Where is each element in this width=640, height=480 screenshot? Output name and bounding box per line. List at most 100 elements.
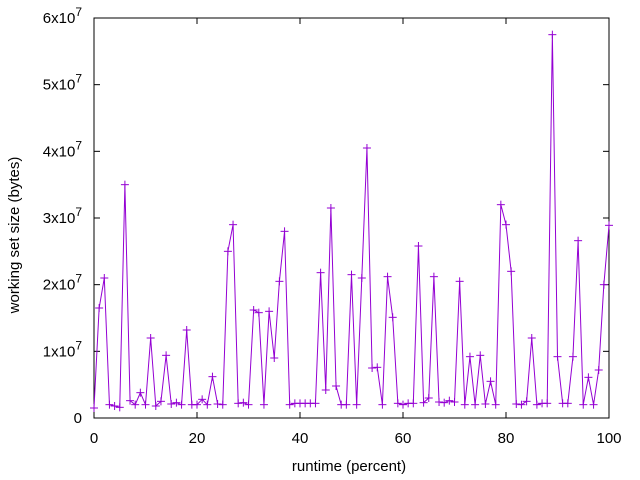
data-point-marker <box>342 400 351 409</box>
data-point-marker <box>136 388 145 397</box>
data-point-marker <box>460 400 469 409</box>
data-point-marker <box>151 402 160 410</box>
data-point-marker <box>332 382 341 390</box>
x-axis-label: runtime (percent) <box>292 458 406 475</box>
data-point-marker <box>362 144 371 152</box>
data-point-marker <box>182 326 191 334</box>
plot-frame <box>93 17 610 419</box>
data-point-marker <box>589 400 598 409</box>
data-point-marker <box>522 397 531 406</box>
x-tick-label: 80 <box>498 430 515 447</box>
data-point-marker <box>435 398 444 406</box>
data-point-marker <box>579 400 588 409</box>
data-point-marker <box>486 377 495 386</box>
data-point-marker <box>311 399 320 408</box>
x-tick-label: 100 <box>596 430 621 447</box>
data-point-marker <box>120 180 129 189</box>
y-tick-label: 5x107 <box>43 72 83 94</box>
data-point-marker <box>316 268 325 277</box>
data-point-marker <box>115 403 124 412</box>
data-point-marker <box>131 400 140 409</box>
data-point-marker <box>198 395 207 404</box>
y-axis-label: working set size (bytes) <box>6 157 23 315</box>
x-tick-label: 0 <box>90 430 98 447</box>
data-point-marker <box>419 398 428 407</box>
data-point-marker <box>548 30 557 39</box>
data-point-marker <box>162 351 171 360</box>
data-point-marker <box>399 400 407 409</box>
data-point-marker <box>491 400 500 409</box>
data-point-marker <box>512 400 521 408</box>
plot-border <box>93 17 610 419</box>
data-point-marker <box>450 398 459 406</box>
data-point-marker <box>156 397 165 406</box>
data-point-marker <box>285 400 294 409</box>
data-point-marker <box>249 306 258 314</box>
data-point-marker <box>172 398 181 407</box>
data-point-marker <box>177 400 186 409</box>
data-point-marker <box>95 304 104 312</box>
tick-marks <box>93 17 610 419</box>
x-tick-label: 40 <box>292 430 309 447</box>
data-point-marker <box>275 277 284 286</box>
data-point-marker <box>502 220 510 229</box>
data-point-marker <box>594 366 603 374</box>
data-point-marker <box>218 400 227 409</box>
data-point-marker <box>265 307 274 316</box>
data-point-marker <box>465 352 474 361</box>
data-point-marker <box>527 334 536 342</box>
data-point-marker <box>471 400 480 409</box>
data-point-marker <box>368 364 377 372</box>
data-point-marker <box>254 308 263 317</box>
data-point-marker <box>481 400 490 408</box>
data-point-marker <box>229 220 238 229</box>
data-point-marker <box>373 363 382 372</box>
data-point-marker <box>409 399 418 408</box>
data-point-marker <box>357 274 366 282</box>
x-tick-labels: 0 20 40 60 80 100 <box>90 430 622 447</box>
x-tick-label: 60 <box>395 430 412 447</box>
data-point-marker <box>553 352 562 361</box>
data-point-marker <box>455 277 464 286</box>
series-line <box>93 34 610 409</box>
y-tick-label: 0 <box>74 410 82 427</box>
data-point-marker <box>445 396 454 405</box>
data-point-marker <box>378 400 387 409</box>
data-point-marker <box>126 396 135 405</box>
data-point-marker <box>146 334 155 342</box>
data-point-marker <box>507 267 516 276</box>
y-tick-label: 3x107 <box>43 205 83 227</box>
data-point-marker <box>167 400 176 408</box>
data-point-marker <box>347 270 356 279</box>
data-point-marker <box>100 274 109 282</box>
data-point-marker <box>213 400 222 408</box>
data-point-marker <box>105 400 114 409</box>
data-point-marker <box>110 402 119 410</box>
data-point-marker <box>393 399 402 408</box>
data-point-marker <box>326 204 335 212</box>
series-group <box>90 30 613 412</box>
data-point-marker <box>414 242 423 250</box>
data-point-marker <box>429 272 438 281</box>
data-point-marker <box>193 400 201 409</box>
y-tick-label: 2x107 <box>43 272 83 294</box>
data-point-marker <box>584 373 593 382</box>
data-point-marker <box>223 247 232 256</box>
data-point-marker <box>543 399 552 408</box>
data-point-marker <box>599 280 608 289</box>
data-point-marker <box>141 400 150 409</box>
data-point-marker <box>424 394 433 402</box>
data-point-marker <box>208 372 217 381</box>
data-point-marker <box>440 398 449 407</box>
data-point-marker <box>239 398 248 407</box>
data-point-marker <box>383 272 392 281</box>
data-point-marker <box>259 400 268 409</box>
x-tick-label: 20 <box>189 430 206 447</box>
data-point-marker <box>568 352 577 361</box>
data-point-marker <box>234 399 243 408</box>
y-tick-label: 1x107 <box>43 338 83 360</box>
data-point-marker <box>244 400 253 409</box>
data-point-marker <box>90 404 98 412</box>
data-point-marker <box>563 399 572 408</box>
